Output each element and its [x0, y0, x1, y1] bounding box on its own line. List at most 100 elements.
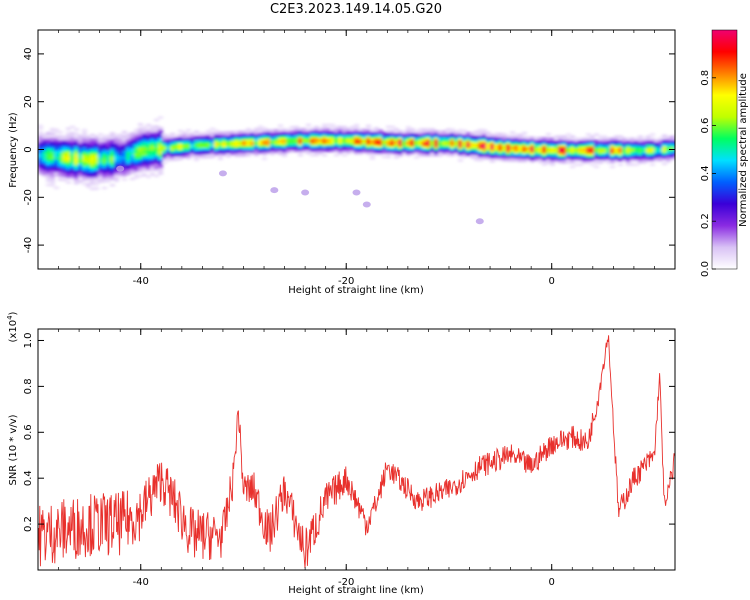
spectrogram-cell: [610, 158, 615, 162]
spectrogram-cell: [230, 148, 235, 152]
spectrogram-cell: [58, 169, 63, 173]
spectrogram-cell: [70, 157, 75, 161]
spectrogram-cell: [222, 150, 227, 154]
spectrogram-cell: [122, 177, 127, 181]
spectrogram-cell: [182, 142, 187, 146]
spectrogram-cell: [190, 145, 195, 149]
spectrogram-cell: [278, 130, 283, 134]
spectrogram-cell: [90, 140, 95, 144]
spectrogram-cell: [518, 155, 523, 159]
spectrogram-cell: [562, 135, 567, 139]
spectrogram-cell: [618, 158, 623, 162]
spectrogram-cell: [74, 147, 79, 151]
spectrogram-cell: [590, 141, 595, 145]
spectrogram-cell: [70, 131, 75, 135]
spectrogram-cell: [158, 148, 163, 152]
spectrogram-cell: [190, 132, 195, 136]
spectrogram-cell: [626, 156, 631, 160]
spectrogram-cell: [122, 160, 127, 164]
spectrogram-cell: [494, 151, 499, 155]
spectrogram-cell: [570, 158, 575, 162]
spectrogram-cell: [126, 157, 131, 161]
spectrogram-cell: [94, 144, 99, 148]
spectrogram-cell: [386, 144, 391, 148]
spectrogram-cell: [94, 167, 99, 171]
spectrogram-cell: [62, 176, 67, 180]
spectrogram-cell: [158, 159, 163, 163]
spectrogram-cell: [498, 158, 503, 162]
spectrogram-cell: [574, 154, 579, 158]
spectrogram-cell: [278, 124, 283, 128]
spectrogram-cell: [482, 150, 487, 154]
spectrogram-cell: [390, 129, 395, 133]
spectrogram-cell: [74, 145, 79, 149]
spectrogram-cell: [134, 139, 139, 143]
spectrogram-cell: [654, 139, 659, 143]
spectrogram-cell: [270, 146, 275, 150]
spectrogram-cell: [378, 137, 383, 141]
spectrogram-cell: [154, 165, 159, 169]
spectrogram-cell: [502, 135, 507, 139]
spectrogram-cell: [258, 138, 263, 142]
spectrogram-cell: [98, 176, 103, 180]
spectrogram-cell: [310, 140, 315, 144]
spectrogram-cell: [98, 158, 103, 162]
spectrogram-cell: [558, 161, 563, 165]
spectrogram-cell: [478, 139, 483, 143]
spectrogram-cell: [598, 135, 603, 139]
spectrogram-cell: [526, 140, 531, 144]
spectrogram-cell: [170, 158, 175, 162]
spectrogram-cell: [86, 154, 91, 158]
spectrogram-cell: [226, 152, 231, 156]
spectrogram-cell: [282, 145, 287, 149]
spectrogram-cell: [466, 153, 471, 157]
spectrogram-cell: [614, 139, 619, 143]
spectrogram-cell: [298, 140, 303, 144]
spectrogram-cell: [110, 138, 115, 142]
spectrogram-cell: [142, 136, 147, 140]
spectrogram-cell: [138, 148, 143, 152]
spectrogram-cell: [522, 151, 527, 155]
spectrogram-cell: [170, 145, 175, 149]
spectrogram-cell: [498, 156, 503, 160]
spectrogram-cell: [518, 133, 523, 137]
spectrogram-cell: [186, 150, 191, 154]
spectrogram-cell: [106, 136, 111, 140]
spectrogram-cell: [658, 154, 663, 158]
spectrogram-cell: [50, 162, 55, 166]
spectrogram-cell: [426, 134, 431, 138]
spectrogram-cell: [530, 144, 535, 148]
spectrogram-cell: [274, 141, 279, 145]
spectrogram-cell: [158, 128, 163, 132]
spectrogram-cell: [138, 144, 143, 148]
spectrogram-cell: [458, 143, 463, 147]
spectrogram-cell: [514, 135, 519, 139]
spectrogram-cell: [322, 145, 327, 149]
spectrogram-cell: [670, 142, 675, 146]
spectrogram-cell: [354, 134, 359, 138]
spectrogram-cell: [426, 130, 431, 134]
spectrogram-cell: [166, 158, 171, 162]
spectrogram-cell: [62, 146, 67, 150]
spectrogram-cell: [262, 152, 267, 156]
spectrogram-cell: [374, 129, 379, 133]
spectrogram-cell: [306, 145, 311, 149]
spectrogram-cell: [130, 140, 135, 144]
spectrogram-cell: [394, 140, 399, 144]
spectrogram-cell: [386, 153, 391, 157]
spectrogram-cell: [466, 140, 471, 144]
spectrogram-cell: [486, 157, 491, 161]
spectrogram-cell: [406, 130, 411, 134]
spectrogram-cell: [82, 139, 87, 143]
spectrogram-cell: [214, 129, 219, 133]
spectrogram-cell: [662, 138, 667, 142]
spectrogram-cell: [506, 145, 511, 149]
spectrogram-cell: [394, 136, 399, 140]
spectrogram-cell: [574, 152, 579, 156]
spectrogram-cell: [646, 154, 651, 158]
spectrogram-cell: [186, 148, 191, 152]
spectrogram-cell: [406, 136, 411, 140]
spectrogram-cell: [498, 134, 503, 138]
spectrogram-cell: [146, 142, 151, 146]
spectrogram-cell: [634, 143, 639, 147]
